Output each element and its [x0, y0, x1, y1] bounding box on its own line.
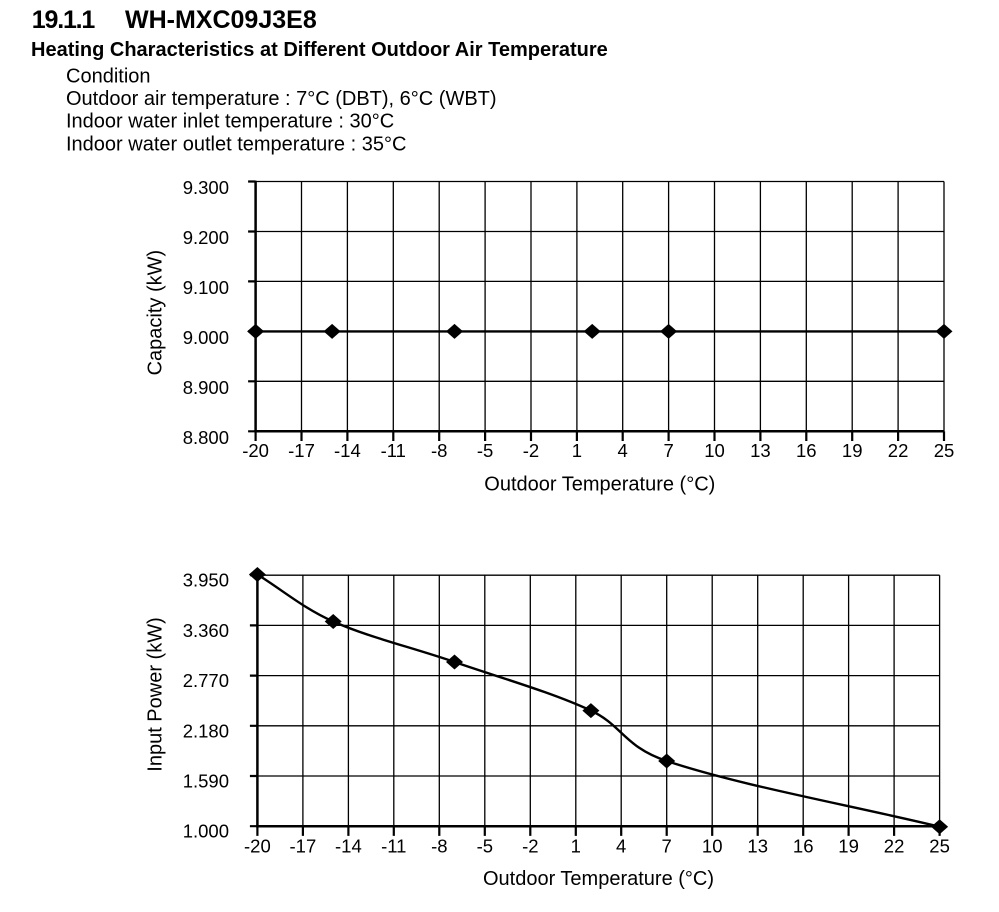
svg-text:19: 19 — [842, 440, 863, 461]
svg-text:-17: -17 — [290, 836, 317, 857]
svg-text:10: 10 — [704, 440, 725, 461]
svg-text:25: 25 — [934, 440, 955, 461]
svg-text:-8: -8 — [431, 440, 447, 461]
svg-text:3.360: 3.360 — [183, 620, 229, 641]
svg-text:10: 10 — [702, 836, 723, 857]
svg-text:19.1.1: 19.1.1 — [32, 6, 96, 34]
svg-text:9.000: 9.000 — [183, 327, 229, 348]
svg-text:-8: -8 — [431, 836, 447, 857]
svg-text:-20: -20 — [242, 440, 269, 461]
svg-text:1: 1 — [572, 440, 582, 461]
svg-text:-17: -17 — [288, 440, 315, 461]
svg-text:1: 1 — [571, 836, 581, 857]
svg-text:-2: -2 — [523, 440, 539, 461]
svg-text:7: 7 — [663, 440, 673, 461]
svg-text:-11: -11 — [381, 836, 406, 857]
svg-text:-5: -5 — [477, 440, 493, 461]
svg-text:25: 25 — [929, 836, 950, 857]
svg-text:Outdoor Temperature (°C): Outdoor Temperature (°C) — [484, 474, 715, 496]
svg-text:Indoor water inlet temperature: Indoor water inlet temperature : 30°C — [66, 111, 394, 133]
svg-text:-5: -5 — [477, 836, 493, 857]
svg-text:4: 4 — [618, 440, 628, 461]
svg-text:9.300: 9.300 — [183, 177, 229, 198]
svg-text:2.180: 2.180 — [183, 720, 229, 741]
svg-text:2.770: 2.770 — [183, 670, 229, 691]
svg-text:8.800: 8.800 — [183, 427, 229, 448]
svg-text:WH-MXC09J3E8: WH-MXC09J3E8 — [125, 6, 317, 34]
svg-text:-20: -20 — [244, 836, 271, 857]
svg-text:22: 22 — [888, 440, 909, 461]
svg-text:Condition: Condition — [66, 65, 151, 87]
svg-text:9.100: 9.100 — [183, 277, 229, 298]
svg-text:-11: -11 — [381, 440, 406, 461]
svg-text:7: 7 — [662, 836, 672, 857]
svg-text:Outdoor Temperature (°C): Outdoor Temperature (°C) — [483, 868, 714, 890]
svg-text:-2: -2 — [522, 836, 538, 857]
svg-text:3.950: 3.950 — [183, 570, 229, 591]
svg-text:19: 19 — [838, 836, 859, 857]
svg-text:-14: -14 — [334, 440, 361, 461]
svg-text:Indoor water outlet temperatur: Indoor water outlet temperature : 35°C — [66, 133, 406, 155]
svg-text:13: 13 — [750, 440, 771, 461]
svg-text:8.900: 8.900 — [183, 377, 229, 398]
svg-text:9.200: 9.200 — [183, 227, 229, 248]
svg-text:13: 13 — [747, 836, 768, 857]
svg-text:Heating Characteristics at Dif: Heating Characteristics at Different Out… — [31, 39, 608, 61]
svg-text:1.000: 1.000 — [183, 821, 229, 842]
svg-text:Input Power (kW): Input Power (kW) — [145, 617, 167, 771]
svg-text:-14: -14 — [335, 836, 362, 857]
svg-text:22: 22 — [884, 836, 905, 857]
svg-text:16: 16 — [793, 836, 814, 857]
svg-text:Capacity (kW): Capacity (kW) — [145, 250, 167, 376]
svg-text:4: 4 — [616, 836, 626, 857]
svg-text:16: 16 — [796, 440, 817, 461]
svg-text:Outdoor air temperature : 7°C: Outdoor air temperature : 7°C (DBT), 6°C… — [66, 88, 497, 110]
svg-text:1.590: 1.590 — [183, 771, 229, 792]
